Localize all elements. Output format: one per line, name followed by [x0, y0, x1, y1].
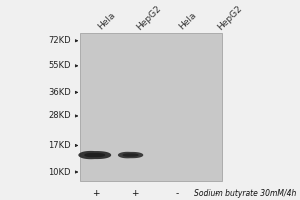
Text: 55KD: 55KD — [48, 61, 71, 70]
Text: 28KD: 28KD — [48, 111, 71, 120]
Polygon shape — [122, 153, 139, 157]
Text: 36KD: 36KD — [48, 88, 71, 97]
Text: HepG2: HepG2 — [216, 3, 244, 32]
Text: Hela: Hela — [96, 11, 117, 32]
Text: +: + — [131, 189, 139, 198]
Polygon shape — [118, 152, 143, 158]
Text: 17KD: 17KD — [48, 141, 71, 150]
Text: Sodium butyrate 30mM/4h: Sodium butyrate 30mM/4h — [194, 189, 296, 198]
Polygon shape — [84, 153, 105, 157]
FancyBboxPatch shape — [80, 33, 222, 181]
Text: Hela: Hela — [177, 11, 198, 32]
Text: 10KD: 10KD — [48, 168, 71, 177]
Text: -: - — [175, 189, 178, 198]
Text: +: + — [92, 189, 100, 198]
Polygon shape — [78, 151, 111, 159]
Text: HepG2: HepG2 — [135, 3, 163, 32]
Text: -: - — [214, 189, 217, 198]
Text: 72KD: 72KD — [48, 36, 71, 45]
